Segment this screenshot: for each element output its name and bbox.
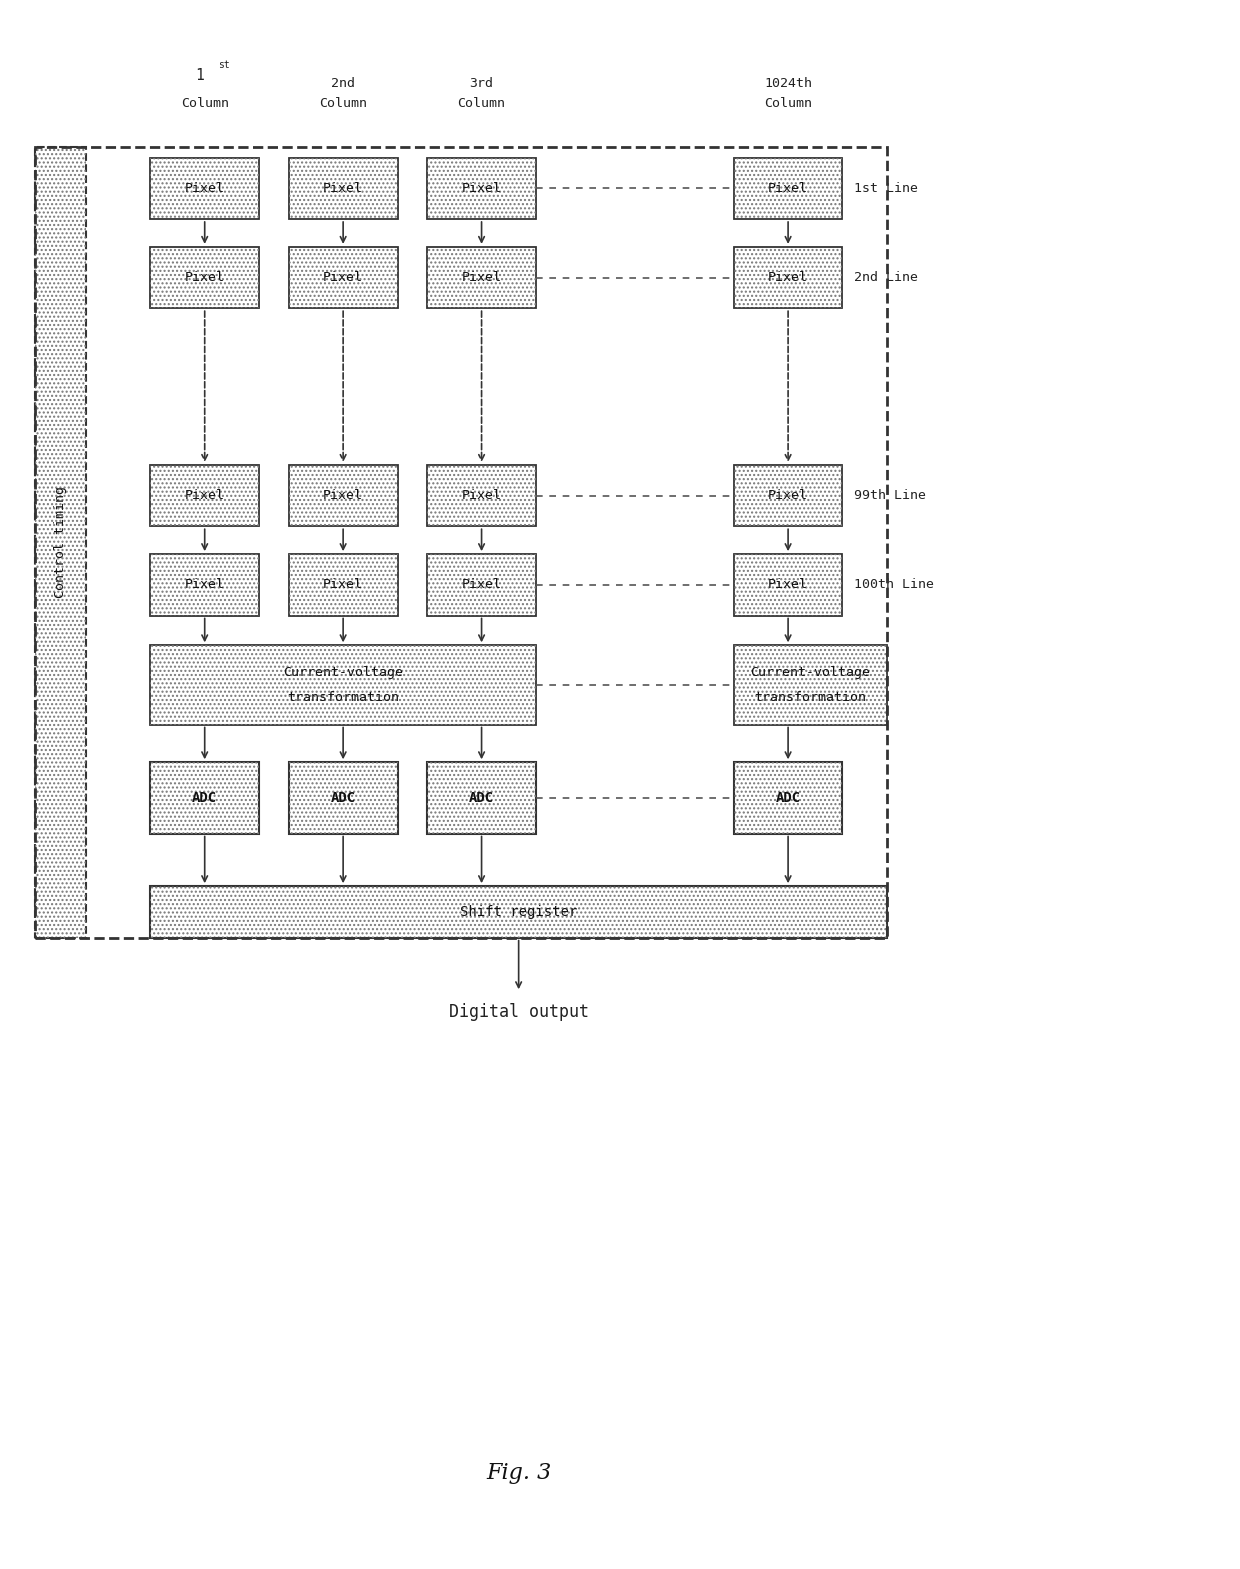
Bar (734, 157, 842, 220)
Text: Pixel: Pixel (185, 182, 224, 195)
Bar (734, 464, 842, 526)
Text: 2nd Line: 2nd Line (854, 271, 919, 284)
Bar (35, 146, 86, 938)
Text: ADC: ADC (331, 791, 356, 805)
Bar (289, 246, 398, 308)
Bar (734, 157, 842, 220)
Bar (734, 246, 842, 308)
Bar (734, 645, 887, 725)
Text: Pixel: Pixel (768, 182, 808, 195)
Text: Control timing: Control timing (53, 486, 67, 598)
Bar (150, 886, 887, 938)
Bar (428, 464, 536, 526)
Bar (150, 246, 259, 308)
Bar (289, 464, 398, 526)
Bar (35, 146, 887, 938)
Bar (428, 464, 536, 526)
Bar (289, 464, 398, 526)
Bar (428, 763, 536, 833)
Bar (289, 763, 398, 833)
Bar (150, 645, 536, 725)
Text: Pixel: Pixel (768, 579, 808, 592)
Bar (734, 554, 842, 615)
Bar (734, 763, 842, 833)
Text: Pixel: Pixel (768, 271, 808, 284)
Bar (150, 246, 259, 308)
Text: 100th Line: 100th Line (854, 579, 935, 592)
Bar (428, 763, 536, 833)
Bar (150, 464, 259, 526)
Text: Pixel: Pixel (324, 490, 363, 502)
Bar (289, 763, 398, 833)
Bar (150, 763, 259, 833)
Text: 99th Line: 99th Line (854, 490, 926, 502)
Bar (35, 146, 86, 938)
Text: transformation: transformation (288, 692, 399, 704)
Bar (428, 554, 536, 615)
Text: Current-voltage: Current-voltage (283, 665, 403, 678)
Text: 1: 1 (196, 69, 205, 83)
Text: Pixel: Pixel (461, 271, 501, 284)
Text: Pixel: Pixel (185, 271, 224, 284)
Bar (150, 157, 259, 220)
Text: Pixel: Pixel (324, 579, 363, 592)
Text: transformation: transformation (754, 692, 867, 704)
Text: 3rd: 3rd (470, 77, 494, 89)
Bar (428, 246, 536, 308)
Text: Pixel: Pixel (185, 579, 224, 592)
Text: Pixel: Pixel (461, 490, 501, 502)
Text: Current-voltage: Current-voltage (750, 665, 870, 678)
Text: ADC: ADC (192, 791, 217, 805)
Text: Pixel: Pixel (768, 490, 808, 502)
Bar (428, 157, 536, 220)
Text: Column: Column (458, 97, 506, 110)
Bar (289, 246, 398, 308)
Text: Pixel: Pixel (185, 490, 224, 502)
Text: Shift register: Shift register (460, 905, 578, 919)
Bar (289, 554, 398, 615)
Text: ADC: ADC (469, 791, 494, 805)
Bar (734, 464, 842, 526)
Text: 1st Line: 1st Line (854, 182, 919, 195)
Text: Pixel: Pixel (461, 182, 501, 195)
Bar (150, 763, 259, 833)
Text: 2nd: 2nd (331, 77, 355, 89)
Bar (150, 157, 259, 220)
Bar (150, 554, 259, 615)
Bar (428, 157, 536, 220)
Text: st: st (217, 60, 229, 71)
Bar (734, 645, 887, 725)
Bar (734, 554, 842, 615)
Text: Pixel: Pixel (461, 579, 501, 592)
Bar (428, 246, 536, 308)
Text: 1024th: 1024th (764, 77, 812, 89)
Bar (734, 763, 842, 833)
Bar (289, 157, 398, 220)
Bar (428, 554, 536, 615)
Bar (289, 157, 398, 220)
Text: Fig. 3: Fig. 3 (486, 1462, 552, 1484)
Bar (150, 464, 259, 526)
Text: Column: Column (181, 97, 228, 110)
Text: Column: Column (764, 97, 812, 110)
Bar (289, 554, 398, 615)
Bar (150, 886, 887, 938)
Bar (734, 246, 842, 308)
Text: Pixel: Pixel (324, 182, 363, 195)
Text: Pixel: Pixel (324, 271, 363, 284)
Text: Digital output: Digital output (449, 1003, 589, 1021)
Bar (150, 645, 536, 725)
Text: ADC: ADC (775, 791, 801, 805)
Bar (150, 554, 259, 615)
Text: Column: Column (319, 97, 367, 110)
